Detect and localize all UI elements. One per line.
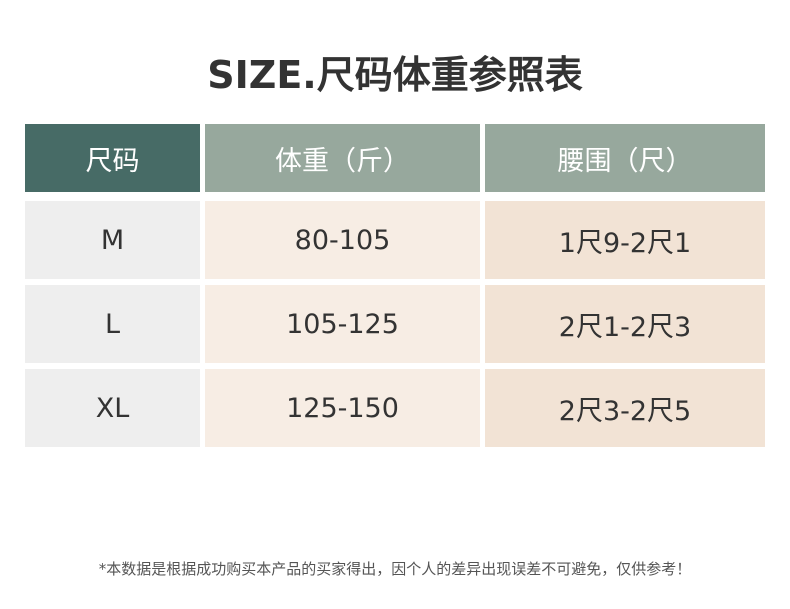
table-cell: L <box>25 285 200 363</box>
table-header-cell: 尺码 <box>25 124 200 192</box>
table-cell: 105-125 <box>205 285 480 363</box>
table-cell: M <box>25 201 200 279</box>
table-cell: XL <box>25 369 200 447</box>
table-header-cell: 腰围（尺） <box>485 124 765 192</box>
table-header-cell: 体重（斤） <box>205 124 480 192</box>
table-cell: 125-150 <box>205 369 480 447</box>
page-title: SIZE.尺码体重参照表 <box>207 53 583 97</box>
table-cell: 2尺1-2尺3 <box>485 285 765 363</box>
table-cell: 1尺9-2尺1 <box>485 201 765 279</box>
table-cell: 2尺3-2尺5 <box>485 369 765 447</box>
table-cell: 80-105 <box>205 201 480 279</box>
disclaimer-note: *本数据是根据成功购买本产品的买家得出，因个人的差异出现误差不可避免，仅供参考！ <box>98 560 692 578</box>
